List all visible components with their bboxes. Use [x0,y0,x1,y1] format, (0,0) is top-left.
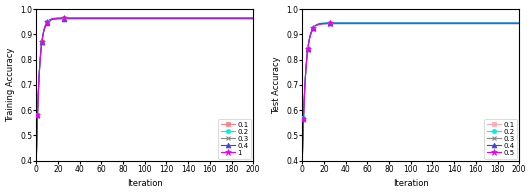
Y-axis label: Test Accuracy: Test Accuracy [271,56,280,114]
Legend: 0.1, 0.2, 0.3, 0.4, 1: 0.1, 0.2, 0.3, 0.4, 1 [218,119,251,159]
Y-axis label: Training Accuracy: Training Accuracy [5,48,14,122]
X-axis label: Iteration: Iteration [393,179,429,188]
X-axis label: Iteration: Iteration [127,179,163,188]
Legend: 0.1, 0.2, 0.3, 0.4, 0.5: 0.1, 0.2, 0.3, 0.4, 0.5 [484,119,517,159]
